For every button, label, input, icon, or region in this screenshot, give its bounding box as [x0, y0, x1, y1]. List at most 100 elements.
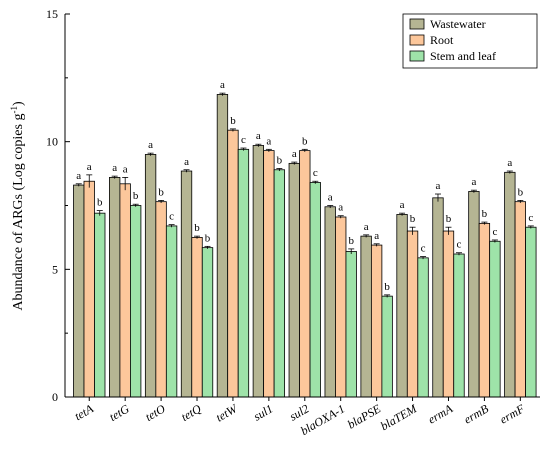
bar-tetA-1 — [83, 180, 95, 398]
significance-letter: b — [205, 232, 211, 244]
bar-ermF-1 — [514, 201, 526, 398]
significance-letter: a — [184, 156, 189, 168]
bar-ermB-0 — [468, 191, 480, 398]
significance-letter: b — [133, 190, 139, 202]
y-tick-label: 0 — [52, 390, 58, 404]
significance-letter: a — [148, 139, 153, 151]
significance-letter: a — [76, 170, 81, 182]
legend-swatch-1 — [409, 34, 425, 46]
legend: Wastewater Root Stem and leaf — [402, 13, 538, 69]
significance-letter: a — [112, 162, 117, 174]
significance-letter: c — [169, 211, 174, 223]
bar-tetO-2 — [165, 225, 178, 398]
significance-letter: b — [230, 115, 236, 127]
bar-tetQ-0 — [180, 170, 193, 398]
x-tick-labels: tetA tetG tetO tetQ tetW sul1 sul2blaOXA-1blaP… — [72, 397, 527, 438]
bar-blaTEM-2 — [417, 257, 429, 398]
significance-letter: a — [364, 221, 369, 233]
significance-letter: a — [292, 148, 297, 160]
bar-blaTEM-0 — [396, 214, 408, 398]
bar-ermA-1 — [442, 230, 455, 398]
bar-ermB-1 — [478, 222, 491, 398]
bar-sul1-1 — [263, 150, 275, 398]
significance-letter: c — [241, 134, 246, 146]
y-tick-label: 15 — [46, 7, 58, 21]
bar-blaOXA-1-1 — [335, 216, 347, 398]
significance-letter: a — [338, 202, 343, 214]
significance-letter: c — [528, 212, 533, 224]
significance-letter: a — [436, 180, 441, 192]
bar-sul2-1 — [299, 150, 311, 398]
significance-letter: c — [492, 226, 497, 238]
significance-letter: a — [400, 199, 405, 211]
bar-tetQ-1 — [191, 237, 203, 398]
significance-letter: b — [446, 213, 452, 225]
bar-sul2-2 — [309, 182, 321, 398]
bar-sul2-0 — [288, 162, 300, 398]
y-tick-label: 10 — [46, 135, 58, 149]
y-ticks: 0 5 10 15 — [46, 7, 70, 404]
significance-letter: c — [421, 243, 426, 255]
bar-tetW-1 — [227, 129, 239, 398]
bar-tetA-2 — [94, 212, 106, 398]
significance-letter: a — [87, 161, 92, 173]
bar-sul1-2 — [273, 169, 286, 398]
x-tick-label-blaPSE: blaPSE — [345, 401, 384, 431]
bar-tetG-1 — [119, 183, 131, 398]
x-tick-label-ermA: ermA — [425, 401, 455, 426]
bar-tetO-1 — [155, 201, 167, 398]
bar-tetW-2 — [237, 148, 250, 398]
significance-letter: b — [158, 186, 164, 198]
x-tick-label-tetG: tetG — [107, 401, 132, 424]
significance-letter: a — [471, 176, 476, 188]
significance-letter: a — [256, 130, 261, 142]
significance-letter: a — [123, 163, 128, 175]
x-tick-label-ermF: ermF — [497, 401, 527, 426]
bar-tetQ-2 — [201, 247, 214, 398]
significance-letter: a — [328, 192, 333, 204]
x-tick-label-tetW: tetW — [213, 401, 240, 425]
bar-tetO-0 — [144, 154, 157, 398]
significance-letter: b — [384, 281, 390, 293]
y-axis-title-main: Abundance of ARGs (Log copies g — [11, 114, 26, 311]
y-axis-title-superscript: -1 — [9, 106, 19, 114]
bar-tetG-0 — [109, 177, 121, 398]
legend-label-2: Stem and leaf — [430, 49, 496, 63]
legend-box — [402, 13, 538, 69]
legend-label-0: Wastewater — [430, 17, 486, 31]
bar-blaPSE-0 — [360, 235, 372, 398]
bar-blaOXA-1-2 — [345, 251, 357, 398]
bar-tetG-2 — [130, 205, 142, 398]
significance-letter: b — [277, 154, 283, 166]
bar-ermA-2 — [453, 253, 465, 398]
significance-letter: a — [507, 157, 512, 169]
y-tick-label: 5 — [52, 262, 58, 276]
bar-ermF-0 — [504, 171, 516, 398]
bar-blaTEM-1 — [406, 230, 419, 398]
bar-ermF-2 — [525, 226, 537, 398]
legend-swatch-2 — [409, 50, 425, 62]
significance-letter: a — [266, 135, 271, 147]
significance-letter: b — [97, 197, 103, 209]
y-axis-title-close: ) — [11, 101, 26, 106]
x-tick-label-tetO: tetO — [143, 401, 168, 424]
x-tick-label-sul1: sul1 — [251, 401, 275, 423]
y-axis-title: Abundance of ARGs (Log copies g-1) — [9, 101, 26, 311]
x-tick-label-ermB: ermB — [461, 401, 491, 426]
bar-sul1-0 — [252, 145, 265, 398]
bar-blaOXA-1-0 — [324, 206, 336, 398]
x-tick-label-tetQ: tetQ — [179, 401, 204, 424]
bar-tetW-0 — [216, 94, 229, 398]
bar-blaPSE-1 — [370, 244, 383, 398]
bar-blaPSE-2 — [381, 295, 393, 398]
legend-label-1: Root — [430, 33, 454, 47]
significance-letter: b — [482, 208, 488, 220]
x-tick-label-blaTEM: blaTEM — [378, 401, 420, 433]
bar-ermB-2 — [489, 240, 501, 398]
bar-ermA-0 — [432, 197, 444, 398]
significance-letter: b — [302, 135, 308, 147]
x-tick-label-tetA: tetA — [72, 401, 96, 423]
bar-tetA-0 — [73, 184, 85, 398]
